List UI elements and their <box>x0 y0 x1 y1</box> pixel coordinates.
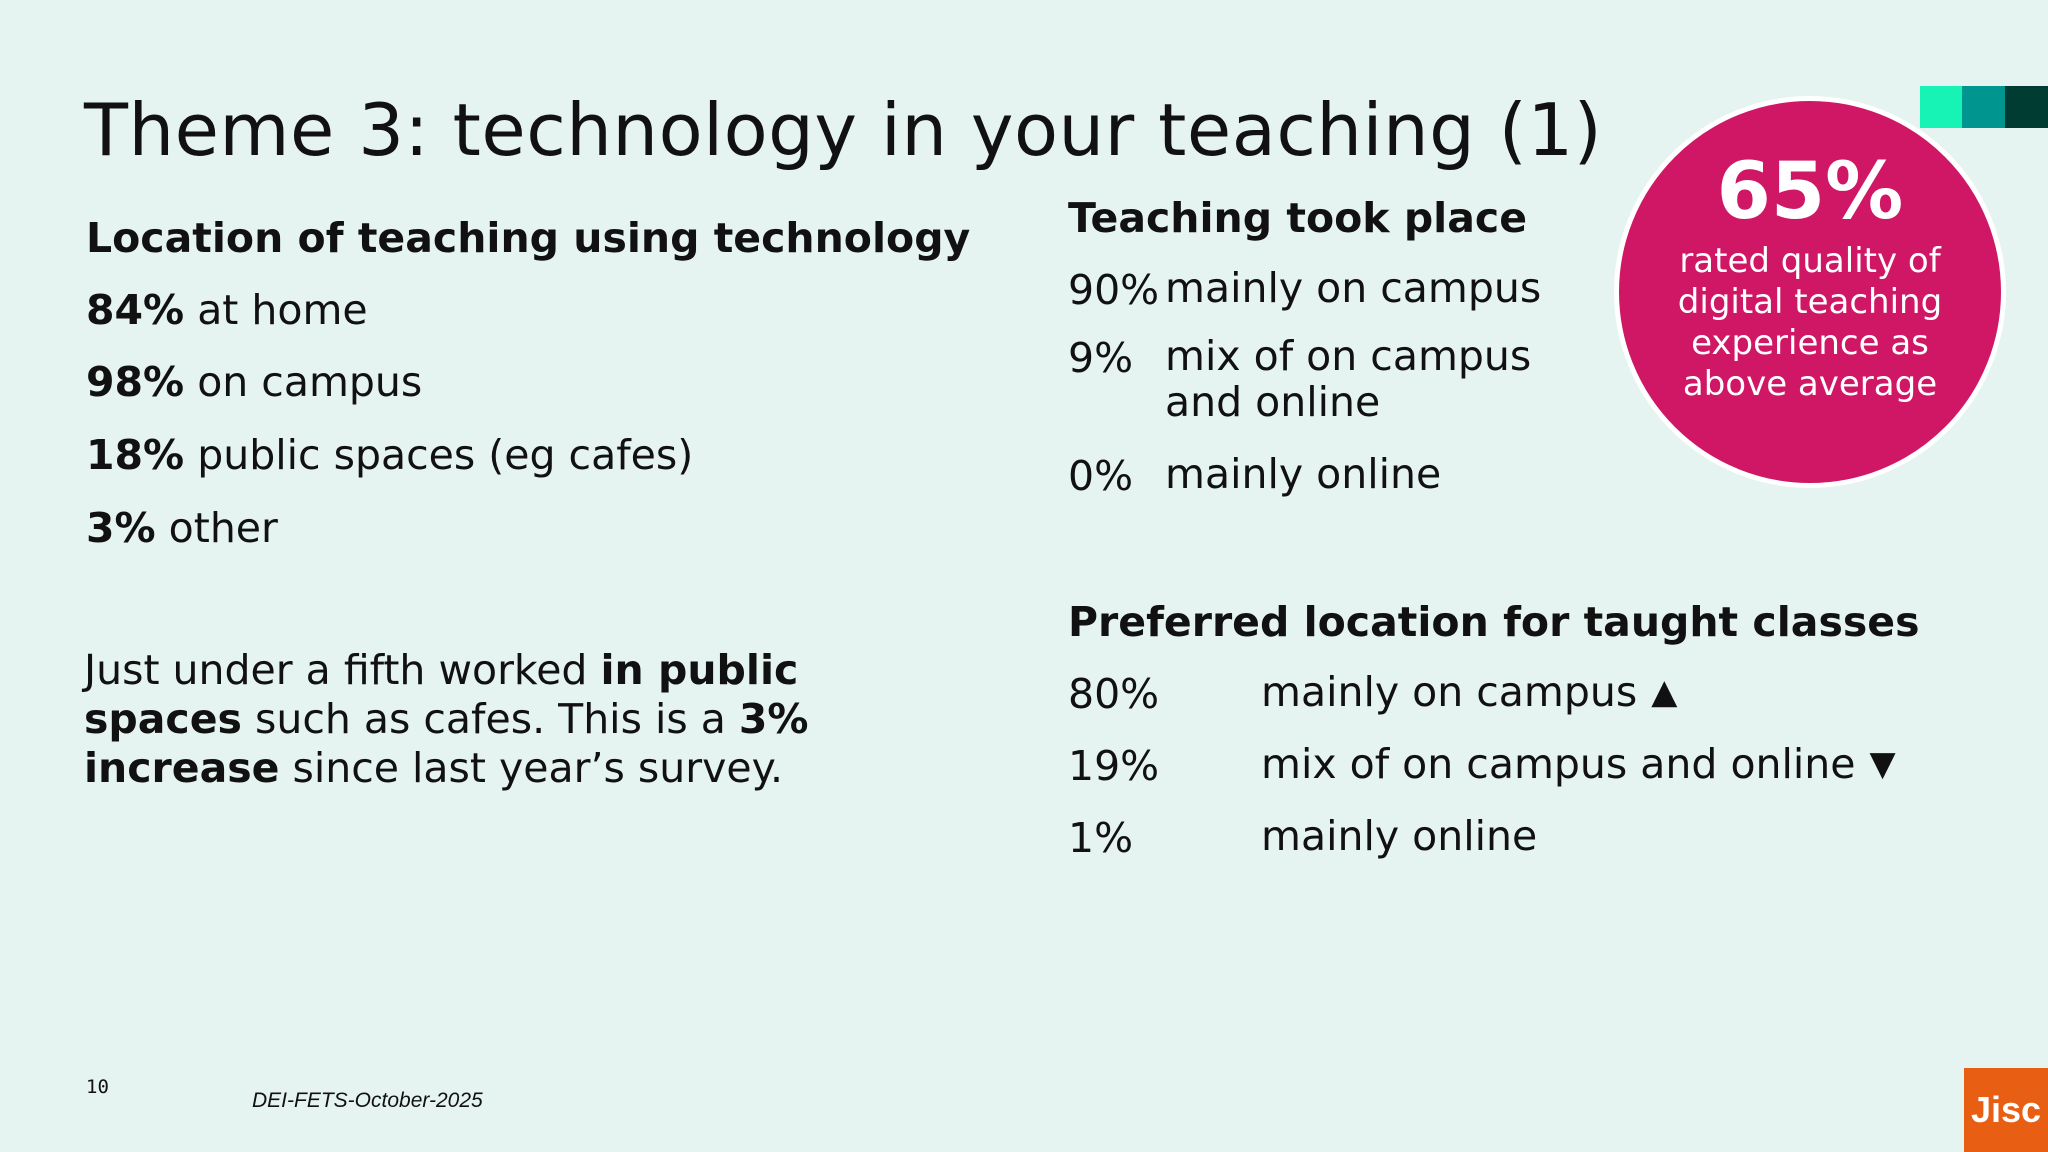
took-place-pct: 9% <box>1068 334 1133 382</box>
location-label: other <box>169 504 278 552</box>
location-label: on campus <box>197 358 422 406</box>
took-place-pct: 0% <box>1068 452 1133 500</box>
triangle-up-icon: ▲ <box>1651 673 1677 711</box>
preferred-pct: 80% <box>1068 670 1159 718</box>
decor-block <box>2005 86 2048 128</box>
location-item: 98% on campus <box>86 358 422 406</box>
took-place-label: mainly online <box>1165 452 1441 498</box>
location-heading: Location of teaching using technology <box>86 214 970 262</box>
decor-block <box>1962 86 2005 128</box>
preferred-pct: 19% <box>1068 742 1159 790</box>
page-number: 10 <box>86 1076 109 1098</box>
callout-text: rated quality of digital teaching experi… <box>1655 241 1965 405</box>
paragraph-text: Just under a fifth worked <box>84 646 600 694</box>
summary-paragraph: Just under a fifth worked in public spac… <box>84 646 964 794</box>
footer-reference: DEI-FETS-October-2025 <box>252 1089 483 1113</box>
location-item: 3% other <box>86 504 278 552</box>
preferred-label: mainly online <box>1261 814 1537 860</box>
preferred-label: mix of on campus and online ▼ <box>1261 742 1896 788</box>
location-pct: 84% <box>86 286 184 334</box>
preferred-label-text: mix of on campus and online <box>1261 740 1856 788</box>
paragraph-text: since last year’s survey. <box>279 744 783 792</box>
location-pct: 18% <box>86 431 184 479</box>
took-place-pct: 90% <box>1068 266 1159 314</box>
location-pct: 3% <box>86 504 156 552</box>
jisc-logo: Jisc <box>1964 1068 2048 1152</box>
triangle-down-icon: ▼ <box>1870 745 1896 783</box>
location-pct: 98% <box>86 358 184 406</box>
label-line: mix of on campus <box>1165 332 1531 380</box>
location-label: public spaces (eg cafes) <box>197 431 693 479</box>
paragraph-text: such as cafes. This is a <box>242 695 739 743</box>
stat-callout: 65% rated quality of digital teaching ex… <box>1614 96 2006 488</box>
label-line: and online <box>1165 378 1380 426</box>
took-place-label: mainly on campus <box>1165 266 1541 312</box>
location-item: 18% public spaces (eg cafes) <box>86 431 693 479</box>
decor-block <box>1920 86 1962 128</box>
took-place-heading: Teaching took place <box>1068 194 1527 242</box>
took-place-label: mix of on campus and online <box>1165 334 1531 426</box>
location-item: 84% at home <box>86 286 368 334</box>
preferred-heading: Preferred location for taught classes <box>1068 598 1919 646</box>
preferred-pct: 1% <box>1068 814 1133 862</box>
preferred-label: mainly on campus ▲ <box>1261 670 1677 716</box>
callout-value: 65% <box>1619 153 2001 231</box>
slide-title: Theme 3: technology in your teaching (1) <box>84 88 1602 172</box>
location-label: at home <box>197 286 367 334</box>
preferred-label-text: mainly on campus <box>1261 668 1637 716</box>
